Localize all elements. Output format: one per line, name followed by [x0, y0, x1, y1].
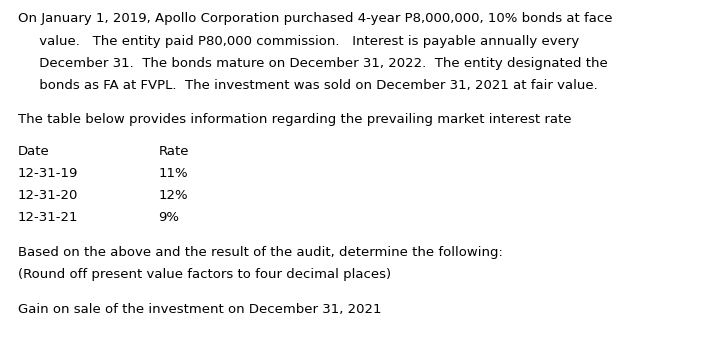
- Text: The table below provides information regarding the prevailing market interest ra: The table below provides information reg…: [18, 113, 572, 126]
- Text: 11%: 11%: [158, 167, 188, 180]
- Text: On January 1, 2019, Apollo Corporation purchased 4-year P8,000,000, 10% bonds at: On January 1, 2019, Apollo Corporation p…: [18, 12, 613, 26]
- Text: December 31.  The bonds mature on December 31, 2022.  The entity designated the: December 31. The bonds mature on Decembe…: [18, 57, 608, 70]
- Text: Gain on sale of the investment on December 31, 2021: Gain on sale of the investment on Decemb…: [18, 303, 382, 316]
- Text: 12-31-20: 12-31-20: [18, 189, 78, 203]
- Text: Based on the above and the result of the audit, determine the following:: Based on the above and the result of the…: [18, 246, 503, 259]
- Text: (Round off present value factors to four decimal places): (Round off present value factors to four…: [18, 268, 391, 281]
- Text: 12-31-21: 12-31-21: [18, 211, 78, 225]
- Text: value.   The entity paid P80,000 commission.   Interest is payable annually ever: value. The entity paid P80,000 commissio…: [18, 35, 580, 48]
- Text: bonds as FA at FVPL.  The investment was sold on December 31, 2021 at fair value: bonds as FA at FVPL. The investment was …: [18, 79, 598, 92]
- Text: 9%: 9%: [158, 211, 179, 225]
- Text: 12%: 12%: [158, 189, 188, 203]
- Text: Rate: Rate: [158, 145, 189, 158]
- Text: 12-31-19: 12-31-19: [18, 167, 78, 180]
- Text: Date: Date: [18, 145, 50, 158]
